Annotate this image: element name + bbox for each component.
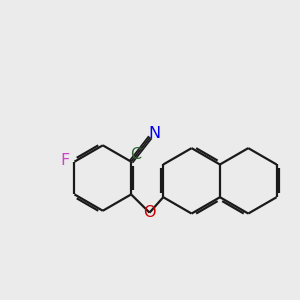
Text: C: C <box>130 147 142 162</box>
Text: F: F <box>60 152 70 167</box>
Text: N: N <box>148 126 160 141</box>
Text: O: O <box>143 205 156 220</box>
